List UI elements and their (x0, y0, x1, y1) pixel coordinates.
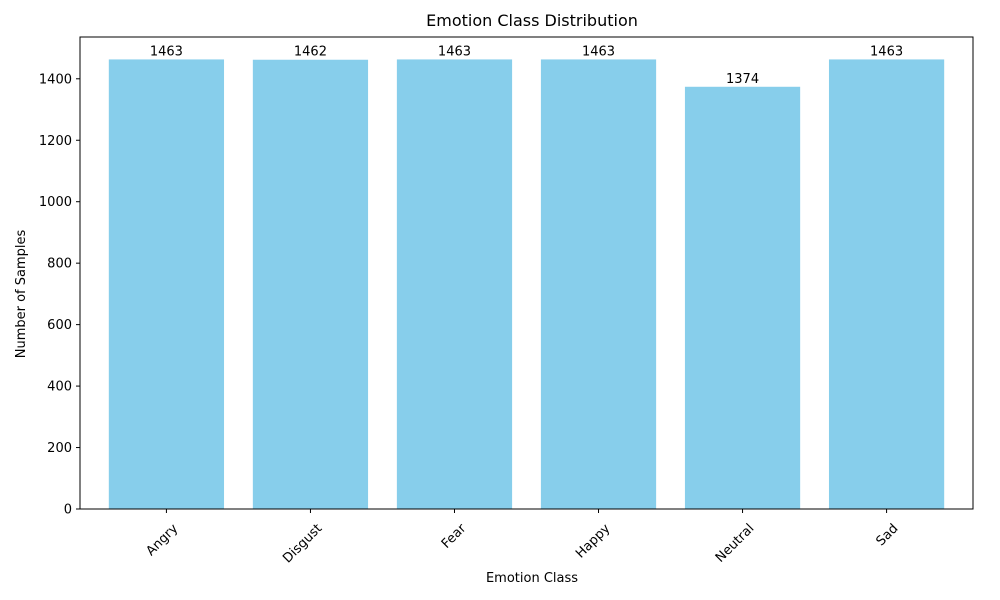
y-tick-label-200: 200 (47, 441, 72, 456)
bar-sad (828, 59, 945, 510)
y-tick-label-600: 600 (47, 318, 72, 333)
bar-happy (540, 59, 657, 510)
y-tick-label-400: 400 (47, 380, 72, 395)
x-tick-label-happy: Happy (573, 521, 613, 561)
x-tick-label-sad: Sad (873, 521, 901, 549)
x-tick-label-fear: Fear (439, 521, 470, 552)
x-axis: Angry Disgust Fear Happy Neutral Sad (143, 509, 901, 566)
bar-angry (108, 59, 225, 510)
y-tick-label-0: 0 (64, 503, 72, 518)
x-tick-label-angry: Angry (143, 521, 181, 559)
bar-fear (396, 59, 513, 510)
chart-title: Emotion Class Distribution (426, 11, 638, 30)
bar-neutral (684, 86, 801, 509)
x-axis-title: Emotion Class (486, 571, 578, 586)
data-label-neutral: 1374 (726, 72, 759, 87)
bars-group (108, 59, 945, 510)
y-tick-label-1000: 1000 (39, 195, 72, 210)
data-label-sad: 1463 (870, 44, 903, 59)
data-label-angry: 1463 (150, 44, 183, 59)
y-axis: 0 200 400 600 800 1000 1200 1400 (39, 72, 80, 518)
y-tick-label-800: 800 (47, 257, 72, 272)
data-label-fear: 1463 (438, 44, 471, 59)
y-tick-label-1200: 1200 (39, 134, 72, 149)
data-label-disgust: 1462 (294, 45, 327, 60)
y-axis-title: Number of Samples (14, 230, 29, 359)
data-label-happy: 1463 (582, 44, 615, 59)
x-tick-label-disgust: Disgust (280, 521, 325, 566)
bar-disgust (252, 59, 369, 509)
x-tick-label-neutral: Neutral (713, 521, 758, 566)
y-tick-label-1400: 1400 (39, 72, 72, 87)
data-labels-group: 1463 1462 1463 1463 1374 1463 (150, 44, 903, 86)
plot-frame (79, 36, 974, 510)
